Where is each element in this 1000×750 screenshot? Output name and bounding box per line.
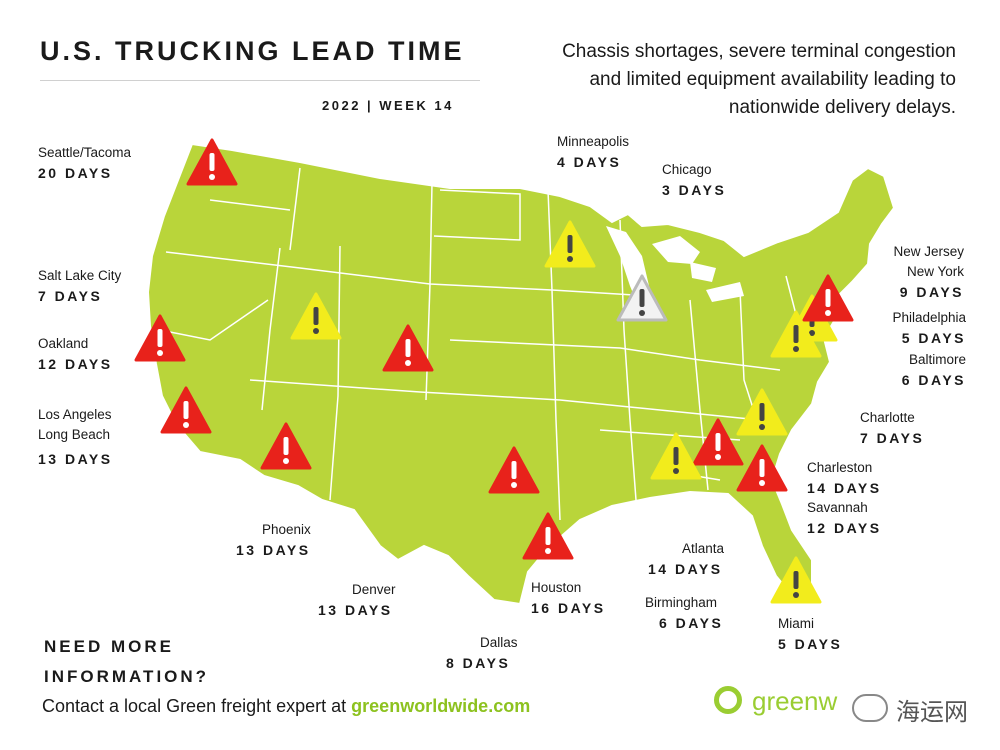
lead-time: 3 DAYS (662, 182, 727, 198)
warning-icon-denver (382, 324, 434, 372)
label-houston: Houston 16 DAYS (531, 578, 606, 618)
lead-time: 4 DAYS (557, 154, 622, 170)
label-birmingham: Birmingham 6 DAYS (645, 593, 723, 633)
label-seattle: Seattle/Tacoma 20 DAYS (38, 143, 131, 183)
city-name: New Jersey (893, 244, 964, 259)
label-new-york: New Jersey New York 9 DAYS (893, 242, 964, 302)
watermark: 海运网 (852, 690, 992, 726)
label-minneapolis: Minneapolis 4 DAYS (557, 132, 629, 172)
watermark-text: 海运网 (896, 699, 968, 726)
warning-icon-dallas (488, 446, 540, 494)
city-name: Savannah (807, 500, 868, 515)
label-denver: Denver 13 DAYS (318, 580, 396, 620)
lead-time: 12 DAYS (38, 356, 113, 372)
green-logo: greenw (714, 684, 874, 720)
city-name: Philadelphia (892, 310, 966, 325)
city-name: Denver (352, 582, 396, 597)
city-name: Atlanta (682, 541, 725, 556)
warning-markers (134, 138, 854, 604)
label-los-angeles: Los Angeles Long Beach 13 DAYS (38, 405, 113, 469)
label-miami: Miami 5 DAYS (778, 614, 842, 654)
label-phoenix: Phoenix 13 DAYS (236, 520, 311, 560)
lead-time: 6 DAYS (901, 372, 966, 388)
subtitle-line: and limited equipment availability leadi… (589, 69, 956, 90)
lead-time: 6 DAYS (659, 615, 724, 631)
label-dallas: Dallas 8 DAYS (446, 633, 518, 673)
warning-icon-atlanta (692, 418, 744, 466)
lead-time: 9 DAYS (899, 284, 964, 300)
page-title: U.S. TRUCKING LEAD TIME (40, 36, 465, 66)
warning-icon-new-york (802, 274, 854, 322)
city-name: Salt Lake City (38, 268, 122, 283)
lead-time: 7 DAYS (860, 430, 925, 446)
label-savannah: Savannah 12 DAYS (807, 498, 882, 538)
website-link[interactable]: greenworldwide.com (351, 696, 531, 716)
label-charleston: Charleston 14 DAYS (807, 458, 882, 498)
city-name: Minneapolis (557, 134, 630, 149)
city-name: Charlotte (860, 410, 915, 425)
cta-line: INFORMATION? (44, 667, 210, 686)
lead-time: 13 DAYS (38, 451, 113, 467)
warning-icon-houston (522, 512, 574, 560)
week-label: 2022 | WEEK 14 (322, 98, 454, 113)
city-name: Miami (778, 616, 814, 631)
city-name: Charleston (807, 460, 873, 475)
label-philadelphia: Philadelphia 5 DAYS (892, 308, 966, 348)
warning-icon-seattle (186, 138, 238, 186)
city-name: Phoenix (262, 522, 311, 537)
warning-icon-charleston (736, 444, 788, 492)
warning-icon-salt-lake-city (290, 292, 342, 340)
city-name: Dallas (480, 635, 518, 650)
label-baltimore: Baltimore 6 DAYS (902, 350, 966, 390)
logo-text: greenw (752, 686, 838, 716)
warning-icon-miami (770, 556, 822, 604)
lead-time: 13 DAYS (318, 602, 393, 618)
warning-icon-chicago (616, 274, 668, 322)
lead-time: 20 DAYS (38, 165, 113, 181)
contact-line: Contact a local Green freight expert at … (42, 696, 530, 717)
subtitle: Chassis shortages, severe terminal conge… (486, 38, 956, 122)
label-atlanta: Atlanta 14 DAYS (648, 539, 724, 579)
lead-time: 14 DAYS (807, 480, 882, 496)
lead-time: 12 DAYS (807, 520, 882, 536)
label-chicago: Chicago 3 DAYS (662, 160, 726, 200)
city-name: Baltimore (908, 352, 966, 367)
subtitle-line: Chassis shortages, severe terminal conge… (562, 41, 956, 62)
warning-icon-charlotte (736, 388, 788, 436)
lead-time: 7 DAYS (38, 288, 103, 304)
city-name: Chicago (662, 162, 712, 177)
city-name-2: New York (906, 264, 964, 279)
warning-icon-los-angeles (160, 386, 212, 434)
city-name: Seattle/Tacoma (38, 145, 132, 160)
warning-icon-baltimore (770, 310, 822, 358)
lead-time: 5 DAYS (901, 330, 966, 346)
lead-time: 5 DAYS (778, 636, 843, 652)
city-name-2: Long Beach (38, 427, 111, 442)
lead-time: 8 DAYS (446, 655, 511, 671)
title-divider (40, 80, 480, 81)
subtitle-line: nationwide delivery delays. (728, 97, 956, 118)
warning-icon-minneapolis (544, 220, 596, 268)
warning-icon-phoenix (260, 422, 312, 470)
city-name: Los Angeles (38, 407, 112, 422)
city-name: Birmingham (645, 595, 718, 610)
lead-time: 16 DAYS (531, 600, 606, 616)
label-oakland: Oakland 12 DAYS (38, 334, 113, 374)
city-name: Houston (531, 580, 582, 595)
label-salt-lake-city: Salt Lake City 7 DAYS (38, 266, 121, 306)
chat-bubble-icon (852, 694, 888, 722)
warning-icon-oakland (134, 314, 186, 362)
cta-line: NEED MORE (44, 637, 174, 656)
label-charlotte: Charlotte 7 DAYS (860, 408, 924, 448)
lead-time: 14 DAYS (648, 561, 723, 577)
cta-heading: NEED MORE INFORMATION? (44, 632, 209, 692)
contact-text: Contact a local Green freight expert at (42, 696, 352, 716)
city-name: Oakland (38, 336, 89, 351)
warning-icon-birmingham (650, 432, 702, 480)
lead-time: 13 DAYS (236, 542, 311, 558)
logo-ring-icon (714, 686, 742, 714)
